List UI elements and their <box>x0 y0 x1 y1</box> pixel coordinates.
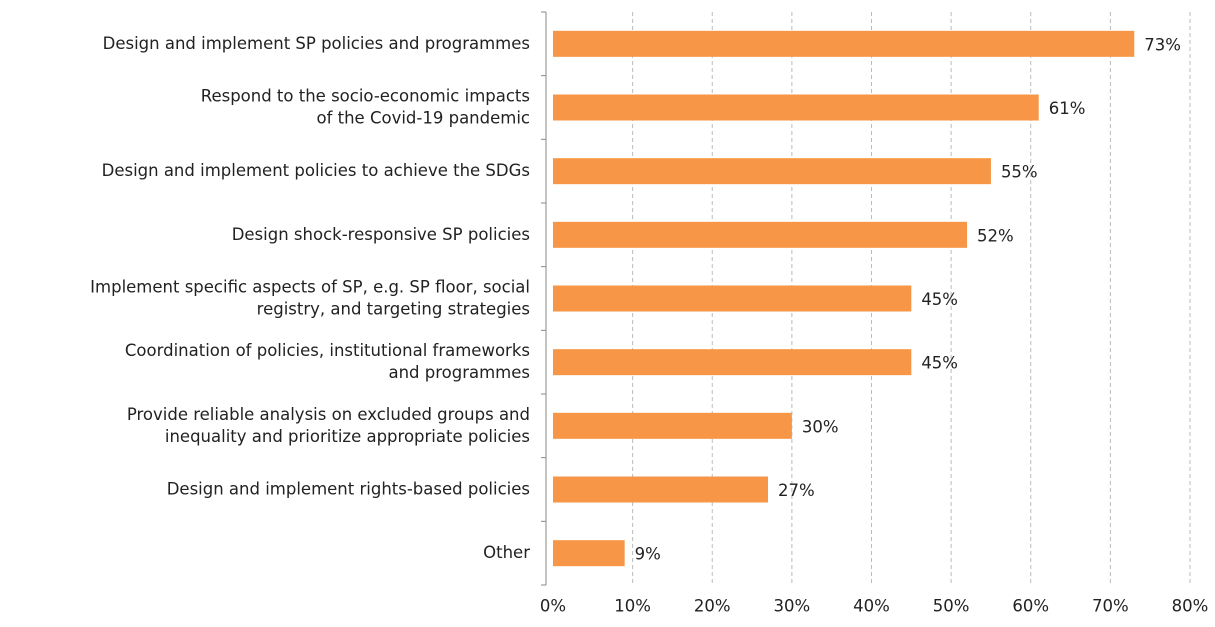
bar <box>553 349 912 376</box>
data-label: 45% <box>921 354 958 373</box>
data-label: 30% <box>802 417 839 436</box>
data-label: 55% <box>1001 163 1038 182</box>
x-tick-label: 60% <box>1012 597 1049 616</box>
x-tick-label: 10% <box>614 597 651 616</box>
bar <box>553 412 792 439</box>
data-label: 45% <box>921 290 958 309</box>
data-label: 27% <box>778 481 815 500</box>
y-tick-label: Implement specific aspects of SP, e.g. S… <box>90 277 530 318</box>
y-tick-label: Design and implement SP policies and pro… <box>103 33 530 52</box>
x-tick-label: 0% <box>540 597 566 616</box>
y-tick-label: Respond to the socio-economic impacts of … <box>201 86 530 127</box>
x-tick-label: 30% <box>774 597 811 616</box>
data-label: 61% <box>1049 99 1086 118</box>
y-tick-label: Other <box>483 543 530 562</box>
bar <box>553 285 912 312</box>
x-tick-label: 50% <box>933 597 970 616</box>
y-tick-label: Coordination of policies, institutional … <box>125 341 530 382</box>
x-tick-label: 20% <box>694 597 731 616</box>
bar <box>553 94 1039 121</box>
y-tick-label: Design and implement policies to achieve… <box>102 161 530 180</box>
bar <box>553 221 968 248</box>
data-label: 52% <box>977 226 1014 245</box>
x-tick-label: 70% <box>1092 597 1129 616</box>
y-tick-label: Design shock-responsive SP policies <box>232 224 530 243</box>
y-tick-label: Design and implement rights-based polici… <box>167 479 530 498</box>
bar <box>553 540 625 567</box>
x-tick-label: 40% <box>853 597 890 616</box>
data-label: 73% <box>1144 35 1181 54</box>
data-label: 9% <box>635 545 661 564</box>
bar <box>553 30 1135 57</box>
bar <box>553 476 768 503</box>
y-tick-label: Provide reliable analysis on excluded gr… <box>127 404 530 445</box>
x-tick-label: 80% <box>1172 597 1209 616</box>
bar <box>553 158 991 185</box>
